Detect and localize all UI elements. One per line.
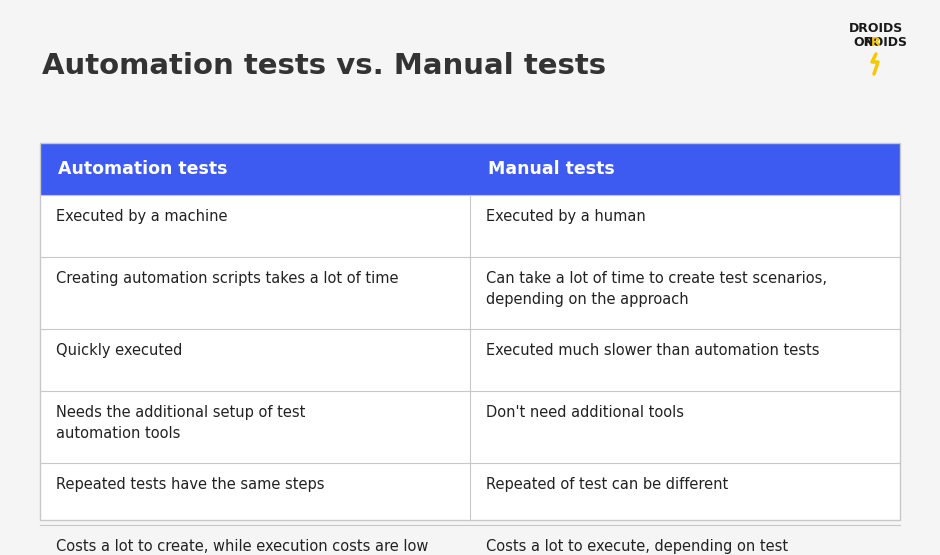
Text: Quickly executed: Quickly executed	[56, 343, 182, 358]
Text: Automation tests: Automation tests	[58, 160, 227, 178]
Text: Needs the additional setup of test
automation tools: Needs the additional setup of test autom…	[56, 405, 306, 441]
Text: Don't need additional tools: Don't need additional tools	[486, 405, 684, 420]
Text: Automation tests vs. Manual tests: Automation tests vs. Manual tests	[42, 52, 606, 80]
Text: Costs a lot to execute, depending on test
approach, while the creation cost is u: Costs a lot to execute, depending on tes…	[486, 539, 804, 555]
Text: Executed by a machine: Executed by a machine	[56, 209, 227, 224]
Text: Creating automation scripts takes a lot of time: Creating automation scripts takes a lot …	[56, 271, 399, 286]
Text: ON: ON	[854, 36, 874, 49]
Bar	[40, 143, 900, 520]
Text: Executed much slower than automation tests: Executed much slower than automation tes…	[486, 343, 820, 358]
Text: Repeated tests have the same steps: Repeated tests have the same steps	[56, 477, 324, 492]
Text: ROIDS: ROIDS	[864, 36, 908, 49]
Text: R: R	[871, 36, 881, 49]
Text: Executed by a human: Executed by a human	[486, 209, 646, 224]
Text: Repeated of test can be different: Repeated of test can be different	[486, 477, 728, 492]
Text: Manual tests: Manual tests	[488, 160, 615, 178]
Text: Costs a lot to create, while execution costs are low: Costs a lot to create, while execution c…	[56, 539, 429, 554]
Text: DROIDS: DROIDS	[849, 22, 903, 35]
Bar	[40, 195, 900, 520]
Text: Can take a lot of time to create test scenarios,
depending on the approach: Can take a lot of time to create test sc…	[486, 271, 827, 307]
Bar	[40, 143, 900, 195]
